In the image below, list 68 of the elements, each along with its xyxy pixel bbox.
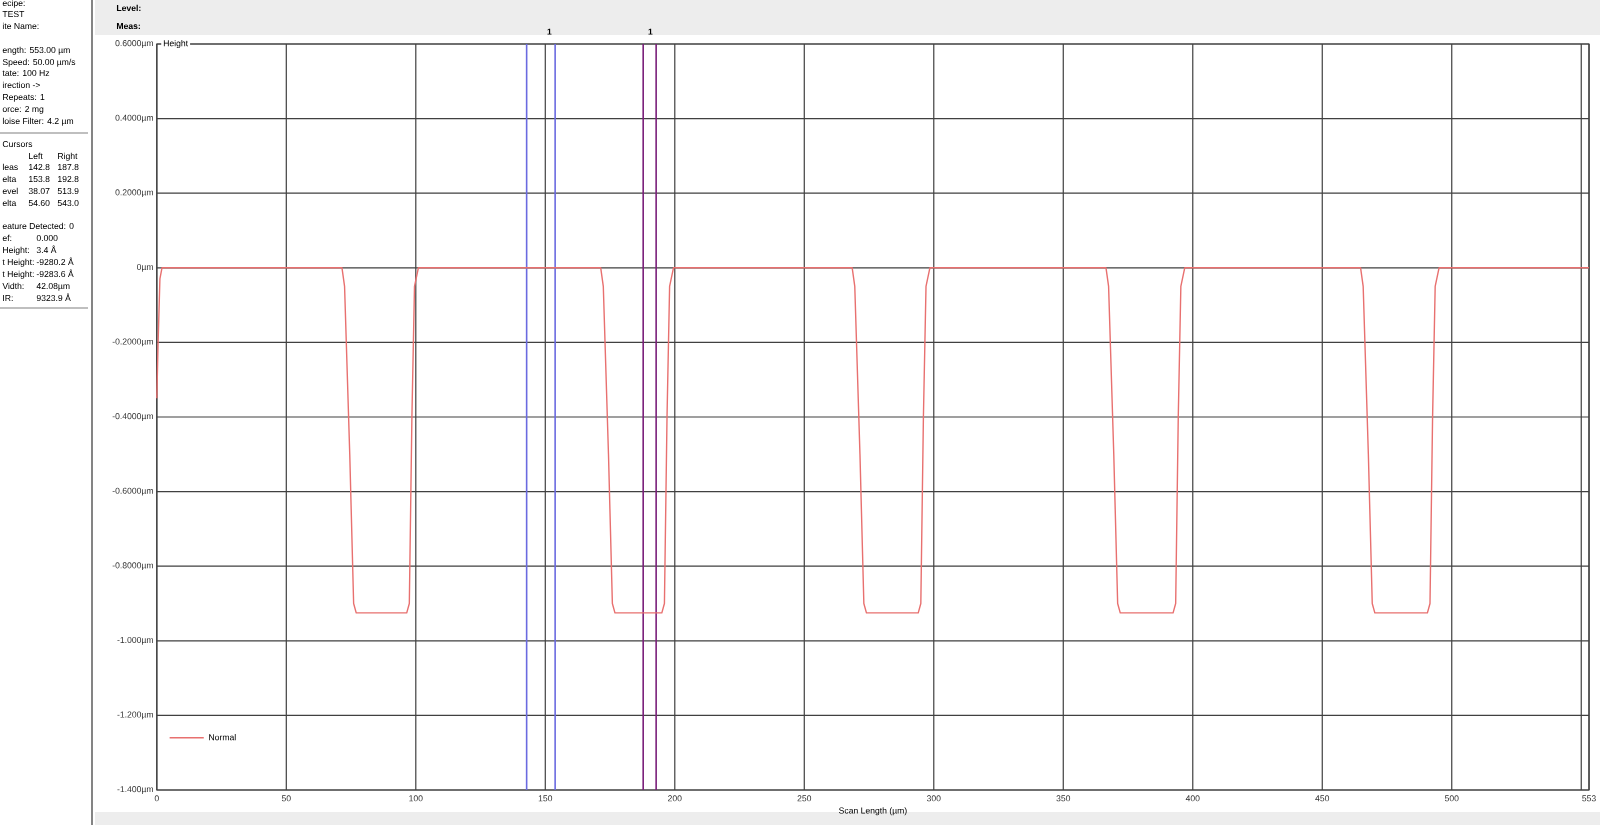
text: ef:	[2, 234, 12, 242]
text: 42.08µm	[36, 283, 70, 291]
text: Height:	[3, 246, 29, 255]
text: evel	[2, 187, 18, 195]
text: t Height:	[2, 258, 34, 267]
text: 0.000	[36, 235, 58, 242]
text: Vidth:	[2, 282, 24, 290]
text: irection ->	[2, 81, 40, 89]
text: Cursors	[2, 141, 33, 148]
text: -9280.2 Å	[36, 257, 74, 266]
y-tick-label: -0.2000µm	[112, 338, 153, 347]
x-tick-label: 50	[281, 795, 291, 802]
x-tick-label: 0	[154, 795, 159, 802]
text: 513.9	[57, 188, 79, 195]
text: t Height:	[2, 270, 34, 279]
text: Right	[58, 152, 78, 161]
text: 3.4 Å	[36, 245, 57, 254]
y-tick-label: -0.6000µm	[112, 487, 153, 496]
text: 192.8	[58, 176, 79, 183]
text: elta	[2, 199, 17, 207]
text: 38.07	[28, 188, 50, 195]
x-tick-label: 250	[797, 795, 812, 802]
y-tick-label: -1.200µm	[117, 711, 153, 720]
text: 54.60	[28, 200, 50, 207]
text: IR:	[3, 295, 13, 301]
x-tick-label: 500	[1444, 795, 1459, 802]
text: loise Filter: 4.2 µm	[2, 117, 74, 126]
y-tick-label: 0.4000µm	[115, 114, 153, 123]
y-tick-label: 0.6000µm	[115, 40, 153, 48]
y-tick-label: 0.2000µm	[115, 189, 153, 198]
x-tick-label: 300	[926, 795, 941, 802]
y-tick-label: -1.400µm	[117, 786, 153, 794]
y-tick-label: -0.4000µm	[112, 413, 153, 421]
text: Meas:	[116, 23, 140, 30]
text: eature Detected: 0	[2, 222, 74, 230]
text: 187.8	[58, 164, 79, 171]
x-axis-title: Scan Length (µm)	[839, 807, 907, 816]
text: 9323.9 Å	[36, 293, 71, 302]
x-tick-label: 150	[538, 795, 553, 802]
y-tick-label: -1.000µm	[117, 636, 153, 645]
text: elta	[2, 175, 17, 183]
text: ength: 553.00 µm	[2, 46, 70, 55]
text: 543.0	[57, 200, 79, 207]
text: Speed: 50.00 µm/s	[2, 58, 76, 67]
text: orce: 2 mg	[2, 106, 44, 114]
x-tick-label: 450	[1315, 795, 1330, 802]
text: 153.8	[29, 176, 50, 183]
text: -9283.6 Å	[36, 269, 74, 278]
text: Left	[29, 152, 43, 160]
x-tick-label: 553	[1582, 795, 1596, 802]
text: ecipe:	[2, 0, 25, 8]
text: Level:	[116, 4, 141, 12]
text: Repeats: 1	[3, 94, 45, 102]
x-tick-label: 100	[409, 795, 423, 802]
text: tate: 100 Hz	[2, 70, 50, 77]
text: ite Name:	[2, 22, 39, 30]
y-axis-title: Height	[163, 39, 188, 49]
y-tick-label: 0µm	[136, 263, 153, 272]
x-tick-label: 200	[668, 795, 682, 802]
legend-label: Normal	[209, 734, 236, 741]
annotation: 1	[547, 28, 552, 35]
text: 142.8	[29, 164, 50, 171]
x-tick-label: 350	[1056, 795, 1071, 802]
text: leas	[2, 163, 18, 171]
x-tick-label: 400	[1185, 795, 1200, 802]
y-tick-label: -0.8000µm	[112, 562, 153, 571]
text: TEST	[2, 11, 25, 18]
annotation: 1	[648, 28, 653, 35]
